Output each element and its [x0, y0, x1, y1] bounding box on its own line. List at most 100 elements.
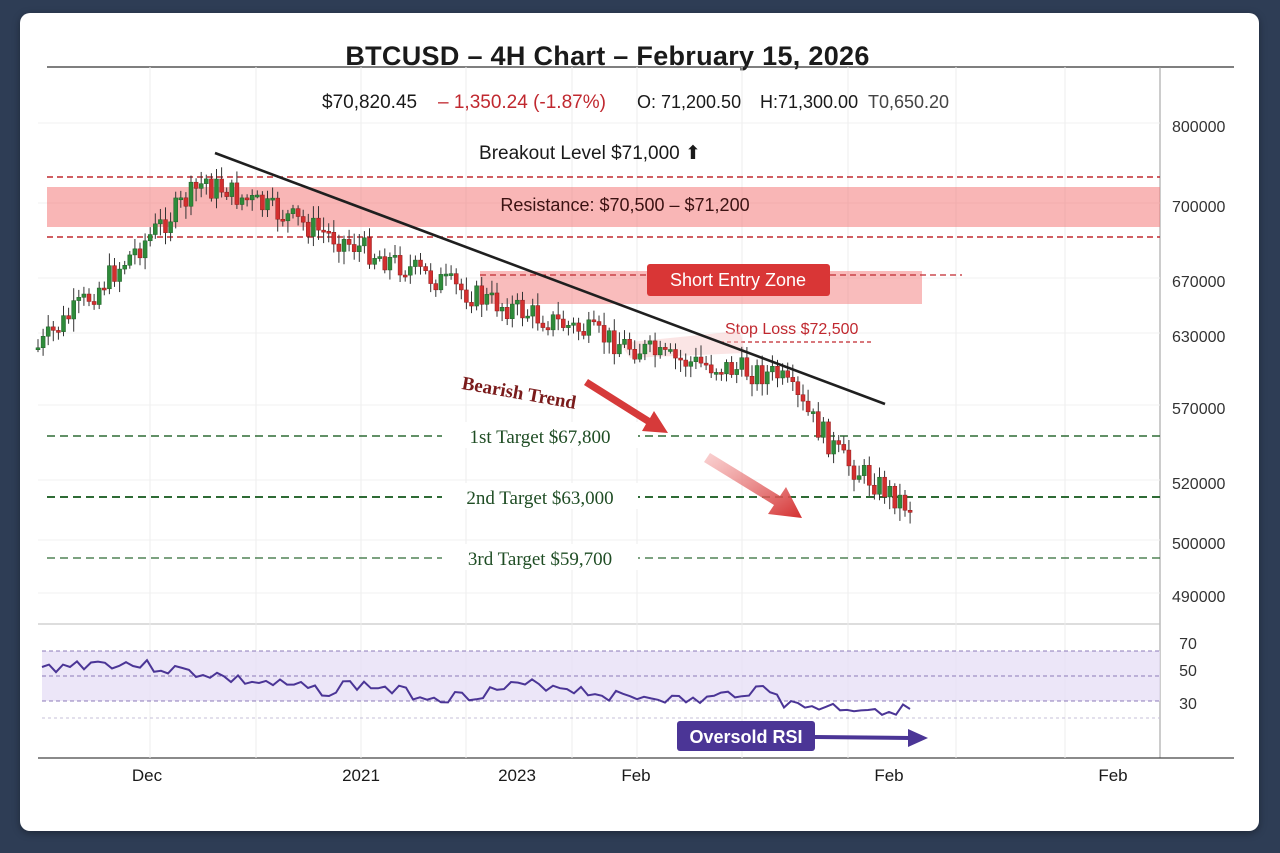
y-tick-label: 500000 [1172, 536, 1225, 553]
candle-body [724, 362, 729, 375]
candle-body [601, 325, 607, 343]
candle-body [122, 265, 127, 270]
candle-body [571, 322, 576, 326]
candle-body [357, 245, 362, 252]
price-low: T0,650.20 [868, 92, 949, 112]
candle-body [107, 265, 112, 290]
candle-body [499, 307, 505, 312]
candle-body [96, 287, 102, 305]
candle-body [260, 194, 265, 211]
candle-body [402, 274, 408, 278]
candle-body [759, 365, 765, 385]
candle-body [372, 258, 377, 265]
candle-body [423, 266, 428, 271]
candle-body [566, 325, 571, 328]
candle-body [275, 197, 280, 220]
price-open: O: 71,200.50 [637, 92, 741, 112]
oversold-arrow-shaft [814, 735, 911, 740]
x-tick-label: Feb [621, 766, 650, 785]
candle-body [525, 315, 530, 319]
candle-body [56, 330, 61, 333]
candle-body [790, 377, 796, 382]
candle-body [545, 327, 551, 331]
candle-body [428, 270, 433, 284]
candle-body [173, 197, 178, 223]
candle-body [581, 331, 586, 336]
candle-body [596, 321, 602, 326]
candle-body [443, 273, 449, 277]
y-tick-label: 670000 [1172, 274, 1225, 291]
candle-body [882, 476, 887, 498]
chart-canvas[interactable]: $70,820.45 – 1,350.24 (-1.87%) O: 71,200.5… [20, 13, 1259, 831]
breakout-label: Breakout Level $71,000 ⬆ [479, 143, 701, 164]
candle-body [285, 213, 291, 222]
stop-loss-label: Stop Loss $72,500 [725, 321, 859, 338]
candle-body [188, 181, 194, 207]
candle-body [479, 285, 484, 305]
candle-body [851, 465, 857, 480]
candle-body [841, 444, 847, 451]
candle-body [555, 314, 561, 320]
candle-body [520, 299, 525, 319]
rsi-band [42, 651, 1160, 701]
candle-body [300, 216, 306, 223]
candle-body [382, 256, 388, 271]
candle-body [158, 219, 163, 225]
candle-body [622, 339, 627, 345]
candle-body [331, 232, 337, 245]
candle-body [877, 476, 882, 495]
price-change: – 1,350.24 (-1.87%) [438, 92, 606, 113]
candle-body [612, 330, 617, 355]
candle-body [561, 318, 566, 328]
rsi-tick-label: 70 [1179, 636, 1197, 653]
candle-body [642, 343, 648, 355]
candle-body [867, 465, 872, 486]
oversold-arrow-head [908, 729, 928, 747]
candle-body [336, 243, 342, 252]
candle-body [40, 335, 46, 349]
oversold-badge [677, 721, 815, 751]
candle-body [652, 340, 658, 356]
candle-body [204, 178, 209, 184]
candle-body [663, 347, 668, 350]
target-label: 1st Target $67,800 [470, 427, 611, 448]
candle-body [224, 191, 229, 197]
rsi-line[interactable] [41, 658, 911, 716]
candle-body [657, 347, 663, 356]
candle-body [739, 357, 745, 370]
target-label-bg [442, 422, 638, 448]
candle-body [295, 208, 301, 217]
candle-body [861, 465, 867, 476]
downtrend-line[interactable] [214, 151, 886, 406]
target-label: 2nd Target $63,000 [466, 488, 613, 509]
candle-body [341, 239, 347, 252]
candle-body [494, 292, 500, 312]
candle-body [438, 274, 444, 291]
candle-body [846, 449, 852, 467]
candle-body [413, 259, 418, 267]
candle-body [902, 494, 908, 511]
candle-body [86, 293, 92, 302]
candle-body [280, 218, 286, 222]
candle-body [856, 475, 862, 480]
candle-body [76, 297, 82, 301]
candle-body [132, 248, 138, 256]
x-tick-label: Feb [874, 766, 903, 785]
candle-body [708, 364, 714, 374]
short-entry-label: Short Entry Zone [670, 270, 806, 290]
candle-body [387, 257, 393, 271]
candle-body [606, 330, 612, 343]
candle-body [668, 349, 673, 352]
candle-body [81, 293, 87, 298]
candle-body [795, 381, 801, 395]
candle-body [693, 356, 699, 362]
candle-body [484, 294, 490, 305]
candle-body [826, 421, 831, 455]
candle-body [734, 369, 739, 375]
candle-body [550, 314, 556, 331]
candle-body [249, 195, 255, 201]
candle-body [836, 440, 841, 445]
candle-body [234, 182, 240, 205]
candle-body [306, 221, 311, 237]
candle-body [688, 361, 694, 367]
